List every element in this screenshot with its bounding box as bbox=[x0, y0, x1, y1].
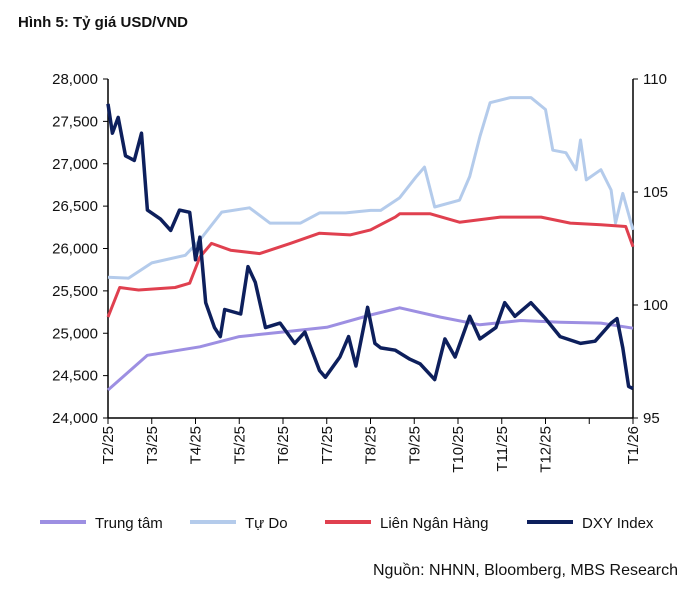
x-tick-label: T12/25 bbox=[538, 426, 555, 473]
x-tick-label: T1/26 bbox=[625, 426, 642, 464]
source-note: Nguồn: NHNN, Bloomberg, MBS Research bbox=[372, 562, 678, 579]
y-left-tick-label: 28,000 bbox=[52, 71, 98, 88]
y-left-tick-label: 24,500 bbox=[52, 368, 98, 385]
x-tick-label: T8/25 bbox=[363, 426, 380, 464]
legend-label-dxy-index: DXY Index bbox=[582, 515, 654, 532]
series-line-li-n-ng-n-h-ng bbox=[106, 212, 635, 318]
y-left-tick-label: 26,000 bbox=[52, 241, 98, 258]
y-left-tick-label: 25,000 bbox=[52, 325, 98, 342]
chart-title: Hình 5: Tỷ giá USD/VND bbox=[18, 14, 189, 31]
series-line-dxy-index bbox=[106, 103, 634, 391]
y-left-tick-label: 27,500 bbox=[52, 113, 98, 130]
y-left-tick-label: 27,000 bbox=[52, 156, 98, 173]
series-line-trung-t-m bbox=[107, 306, 634, 392]
y-left-tick-label: 26,500 bbox=[52, 198, 98, 215]
legend-label-li-n-ng-n-h-ng: Liên Ngân Hàng bbox=[380, 515, 488, 532]
x-tick-label: T7/25 bbox=[319, 426, 336, 464]
y-right-tick-label: 105 bbox=[643, 184, 668, 201]
legend-label-t-do: Tự Do bbox=[245, 515, 288, 532]
series-line-t-do bbox=[107, 96, 635, 280]
x-tick-label: T4/25 bbox=[188, 426, 205, 464]
x-tick-label: T9/25 bbox=[406, 426, 423, 464]
legend-label-trung-t-m: Trung tâm bbox=[95, 515, 163, 532]
y-left-tick-label: 25,500 bbox=[52, 283, 98, 300]
x-tick-label: T6/25 bbox=[275, 426, 292, 464]
y-right-tick-label: 100 bbox=[643, 297, 668, 314]
x-tick-label: T11/25 bbox=[494, 426, 511, 472]
x-tick-label: T3/25 bbox=[144, 426, 161, 464]
y-right-tick-label: 95 bbox=[643, 410, 660, 427]
y-right-tick-label: 110 bbox=[643, 71, 667, 88]
x-tick-label: T10/25 bbox=[450, 426, 467, 473]
x-tick-label: T2/25 bbox=[100, 426, 117, 464]
x-tick-label: T5/25 bbox=[231, 426, 248, 464]
y-left-tick-label: 24,000 bbox=[52, 410, 98, 427]
